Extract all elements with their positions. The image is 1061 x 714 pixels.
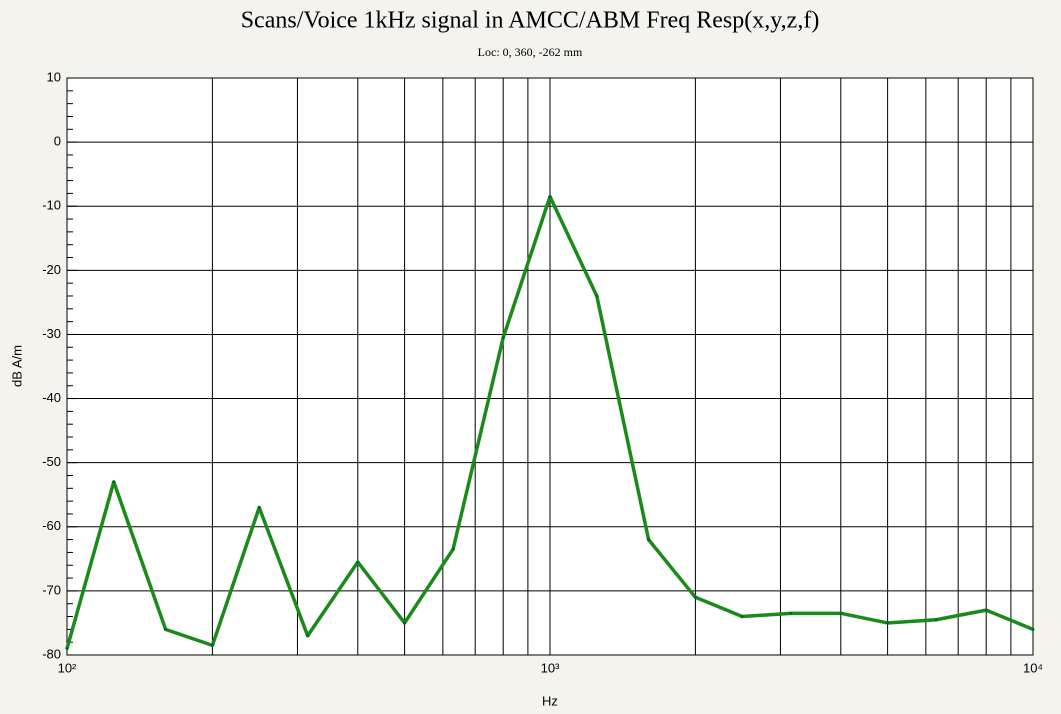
y-tick-label: -60 [42,518,61,533]
y-tick-label: -50 [42,454,61,469]
data-point [1031,627,1035,631]
data-point [839,611,843,615]
data-point [934,618,938,622]
y-tick-label: 10 [47,69,61,84]
x-tick-label: 10² [58,660,77,675]
y-tick-label: 0 [54,134,61,149]
chart-title: Scans/Voice 1kHz signal in AMCC/ABM Freq… [241,8,820,34]
chart-subtitle: Loc: 0, 360, -262 mm [478,45,583,59]
y-tick-label: -10 [42,198,61,213]
data-point [356,560,360,564]
data-point [112,480,116,484]
data-point [164,627,168,631]
y-axis-label: dB A/m [9,345,24,387]
y-tick-label: -30 [42,326,61,341]
data-point [548,195,552,199]
data-point [210,643,214,647]
x-tick-label: 10⁴ [1023,660,1043,675]
y-tick-label: -40 [42,390,61,405]
data-point [403,621,407,625]
data-point [984,608,988,612]
data-point [647,538,651,542]
data-point [789,611,793,615]
plot-border [66,77,1034,656]
data-point [306,634,310,638]
data-point [65,647,69,651]
data-point [257,506,261,510]
data-point [693,595,697,599]
data-point [501,336,505,340]
y-tick-label: -70 [42,582,61,597]
data-point [451,547,455,551]
data-point [886,621,890,625]
y-tick-label: -20 [42,262,61,277]
data-point [595,294,599,298]
data-point [740,615,744,619]
y-tick-label: -80 [42,646,61,661]
x-tick-label: 10³ [541,660,560,675]
x-axis-label: Hz [542,693,558,708]
